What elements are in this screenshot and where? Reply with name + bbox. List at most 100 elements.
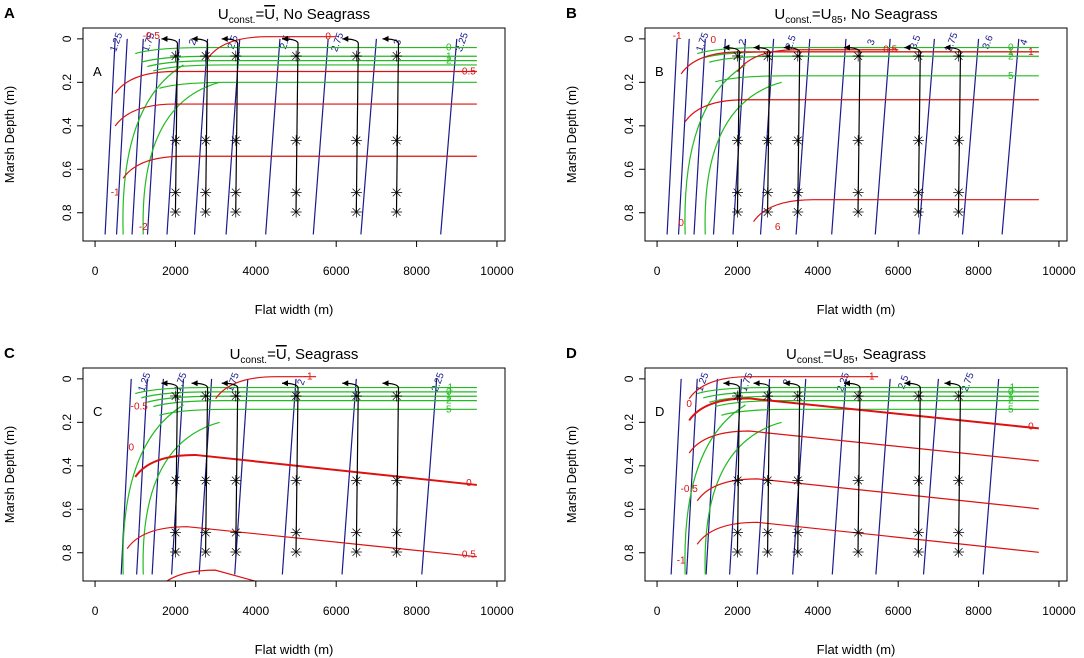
blue-contour <box>961 38 980 235</box>
title-eq: = <box>267 346 276 363</box>
star-marker: ✳ <box>952 132 965 150</box>
star-marker: ✳ <box>731 184 744 202</box>
red-contour-label: 0.5 <box>462 550 476 561</box>
panel-letter: A <box>4 5 15 22</box>
plot-area: 1.25 1.75 2 2.5 2.5 2.75 3 3.2501200.5-0.5-1-2✳… <box>104 31 477 235</box>
trajectory-arrowhead <box>342 380 349 387</box>
trajectory-arrowhead <box>783 380 790 387</box>
green-contour-label: 5 <box>1008 404 1014 415</box>
star-marker: ✳ <box>852 204 865 222</box>
title-prefix: U <box>774 6 785 23</box>
star-marker: ✳ <box>952 47 965 65</box>
star-marker: ✳ <box>761 204 774 222</box>
trajectory-arrowhead <box>944 44 951 51</box>
trajectory-arrowhead <box>221 35 228 42</box>
red-contour-label: 0 <box>466 478 472 489</box>
x-tick-label: 10000 <box>1042 264 1076 278</box>
title-prefix: U <box>230 346 241 363</box>
green-contour <box>721 408 1039 416</box>
panel-letter: C <box>4 345 15 362</box>
red-contour-label: 0 <box>678 218 684 229</box>
blue-contour-label: 3.5 <box>908 34 923 51</box>
blue-contour <box>265 38 281 235</box>
blue-contour-label: 3.25 <box>454 31 471 53</box>
star-marker: ✳ <box>791 524 804 542</box>
blue-contour-label: 2.5 <box>896 374 911 391</box>
red-contour <box>166 569 258 581</box>
trajectory-arrowhead <box>382 35 389 42</box>
green-contour <box>709 55 1039 63</box>
star-marker: ✳ <box>199 47 212 65</box>
red-contour <box>126 526 477 558</box>
red-contour-label: -1 <box>866 372 875 383</box>
inner-panel-label: C <box>93 404 102 419</box>
title-eq: =U <box>812 6 832 23</box>
star-marker: ✳ <box>791 47 804 65</box>
blue-contour <box>281 378 297 575</box>
x-tick-label: 0 <box>654 264 661 278</box>
star-marker: ✳ <box>350 132 363 150</box>
star-marker: ✳ <box>390 524 403 542</box>
star-marker: ✳ <box>912 47 925 65</box>
trajectory-arrowhead <box>342 35 349 42</box>
star-marker: ✳ <box>912 132 925 150</box>
star-marker: ✳ <box>229 472 242 490</box>
blue-contour <box>341 378 357 575</box>
trajectory-arrowhead <box>191 380 198 387</box>
star-marker: ✳ <box>169 472 182 490</box>
star-marker: ✳ <box>761 184 774 202</box>
star-marker: ✳ <box>952 387 965 405</box>
star-marker: ✳ <box>229 544 242 562</box>
star-marker: ✳ <box>952 472 965 490</box>
red-contour-label: 1 <box>1028 47 1034 58</box>
x-tick-label: 10000 <box>480 604 514 618</box>
star-marker: ✳ <box>731 472 744 490</box>
red-contour-label: -1 <box>111 187 120 198</box>
x-tick-label: 2000 <box>162 264 189 278</box>
y-tick-label: 0 <box>622 375 636 382</box>
star-marker: ✳ <box>791 204 804 222</box>
red-contour <box>215 376 317 400</box>
star-marker: ✳ <box>290 544 303 562</box>
y-tick-label: 0.8 <box>622 544 636 561</box>
y-tick-label: 0.2 <box>60 414 74 431</box>
star-marker: ✳ <box>290 184 303 202</box>
trajectory-arrowhead <box>904 44 911 51</box>
title-eq: = <box>255 6 264 23</box>
x-tick-label: 0 <box>92 604 99 618</box>
red-contour-label: 0 <box>686 399 692 410</box>
green-contour <box>147 60 477 68</box>
green-contour <box>135 386 477 395</box>
star-marker: ✳ <box>350 387 363 405</box>
title-suffix: , No Seagrass <box>843 6 938 23</box>
star-marker: ✳ <box>199 184 212 202</box>
star-marker: ✳ <box>199 387 212 405</box>
star-marker: ✳ <box>390 204 403 222</box>
star-marker: ✳ <box>852 47 865 65</box>
y-tick-label: 0.8 <box>60 544 74 561</box>
y-tick-label: 0.8 <box>60 204 74 221</box>
star-marker: ✳ <box>761 524 774 542</box>
trajectory-arrowhead <box>844 44 851 51</box>
blue-contour <box>756 378 771 575</box>
title-sub: const. <box>240 355 267 366</box>
red-contour-label: 6 <box>775 222 781 233</box>
x-tick-label: 4000 <box>804 264 831 278</box>
red-contour-label: -1 <box>673 31 682 42</box>
blue-contour <box>831 378 847 575</box>
blue-contour <box>666 38 678 235</box>
green-contour <box>153 400 477 408</box>
blue-contour <box>705 378 718 575</box>
blue-contour <box>982 378 1000 575</box>
red-contour <box>696 521 1039 553</box>
green-contour <box>697 386 1039 395</box>
star-marker: ✳ <box>169 544 182 562</box>
trajectory-arrowhead <box>723 44 730 51</box>
star-marker: ✳ <box>169 204 182 222</box>
trajectory-arrowhead <box>161 35 168 42</box>
star-marker: ✳ <box>169 184 182 202</box>
panel-title: Uconst.=U, Seagrass <box>230 346 359 366</box>
x-tick-label: 0 <box>654 604 661 618</box>
y-tick-label: 0.2 <box>622 414 636 431</box>
